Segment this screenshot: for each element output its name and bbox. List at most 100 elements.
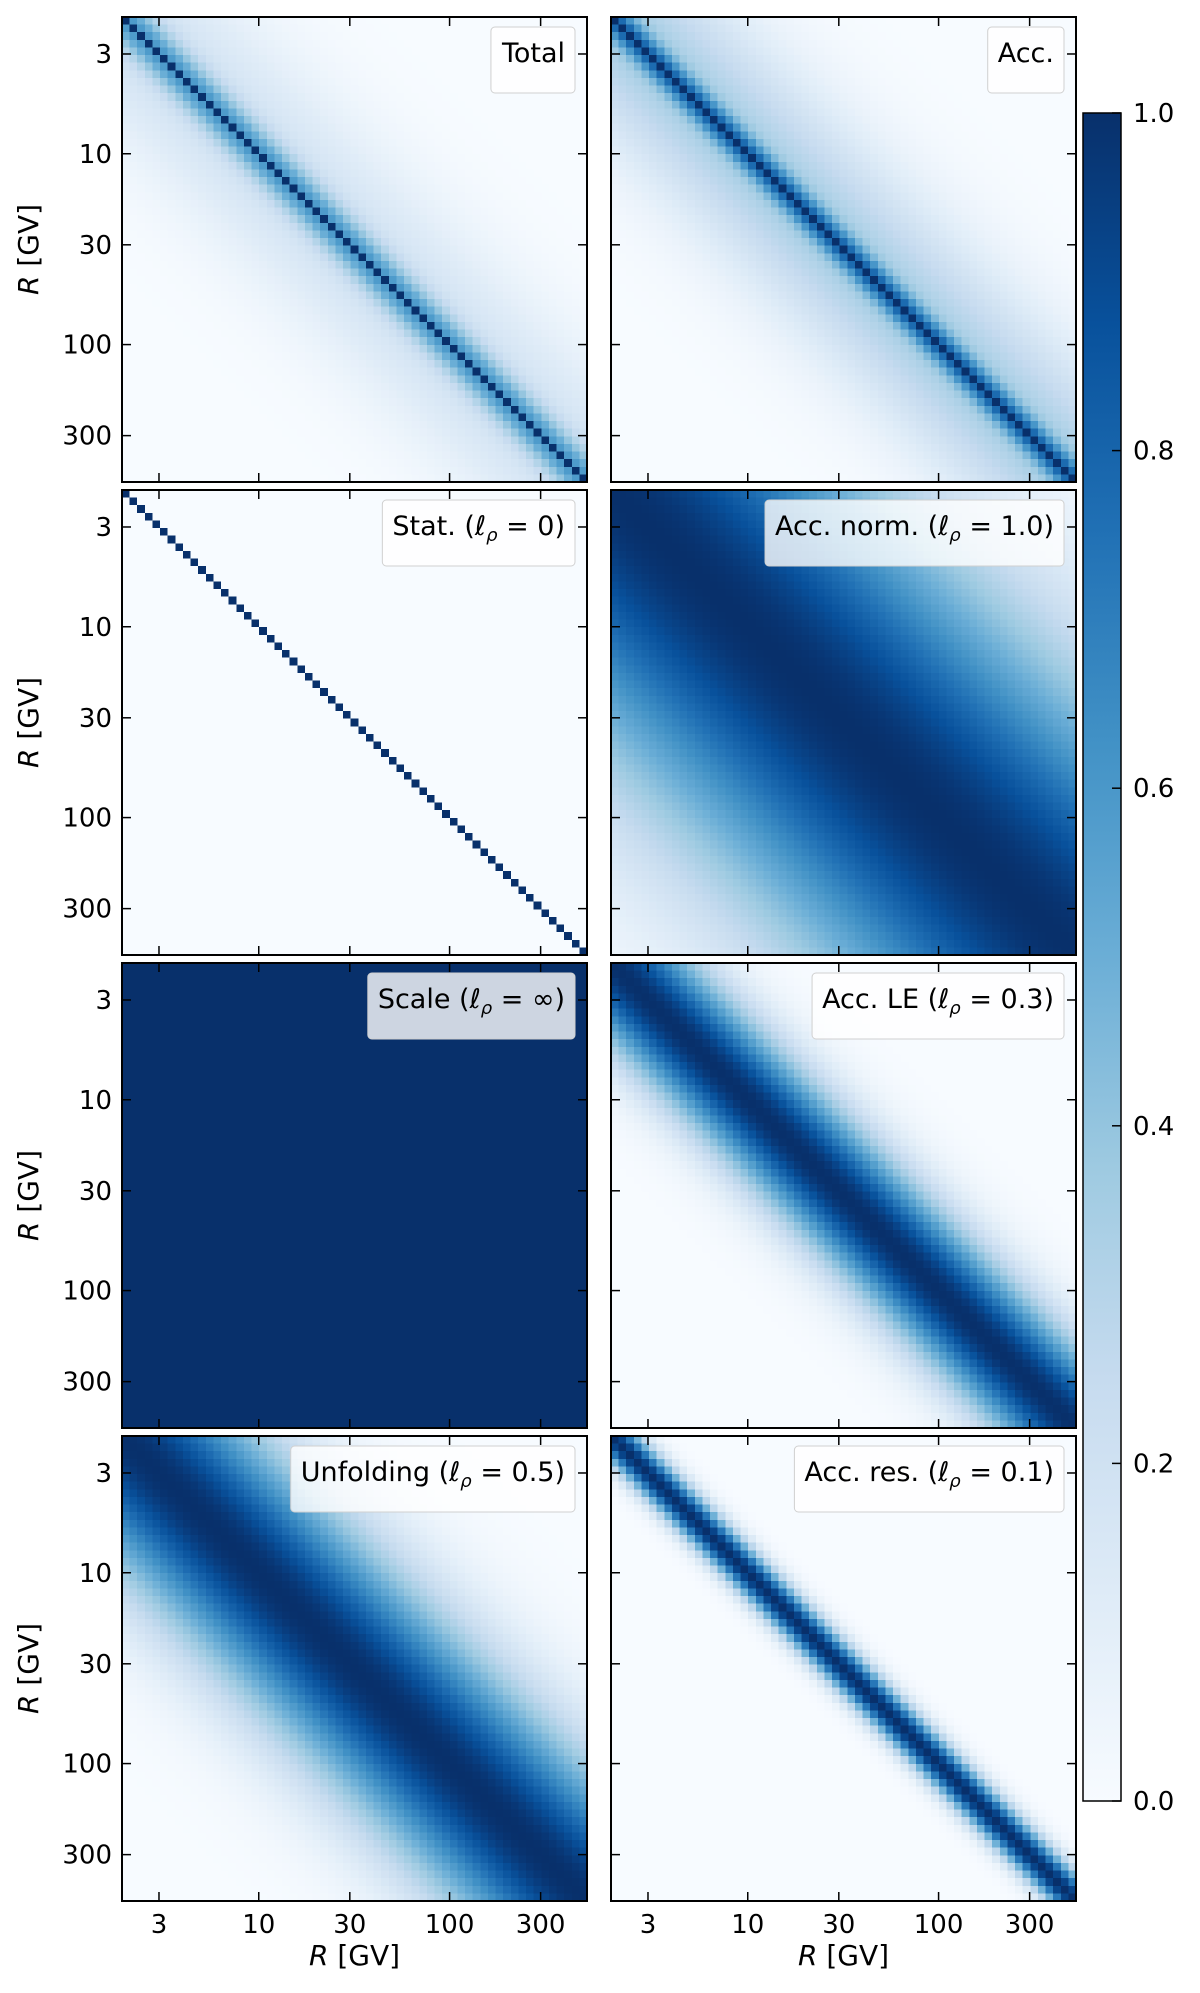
colorbar-tick-label: 1.0: [1133, 99, 1174, 129]
panel-legend: Stat. (ℓρ = 0): [381, 499, 576, 567]
panel-frame: [610, 16, 1077, 483]
x-tick-label: 30: [333, 1910, 366, 1940]
heatmap-panel-5: 3 10 30 100 300 R [GV] Scale (ℓρ = ∞): [12, 962, 588, 1429]
heatmap-panel-8: 3 10 30 100 300 R [GV] Acc. res. (ℓρ = 0.1): [610, 1435, 1077, 1972]
x-tick-label: 300: [1005, 1910, 1055, 1940]
legend-label: Total: [501, 38, 565, 69]
panel-legend: Total: [490, 26, 576, 94]
legend-label: Scale (ℓρ = ∞): [378, 984, 565, 1019]
panel-frame: [121, 16, 588, 483]
legend-box: [793, 1445, 1065, 1513]
panel-frame: [610, 962, 1077, 1429]
x-tick-label: 10: [731, 1910, 764, 1940]
panel-frame: [121, 962, 588, 1429]
heatmap-panel-3: 3 10 30 100 300 R [GV] Stat. (ℓρ = 0): [12, 489, 588, 956]
heatmap-panel-4: Acc. norm. (ℓρ = 1.0): [610, 489, 1077, 956]
panel-legend: Acc.: [987, 26, 1065, 94]
colorbar-tick-label: 0.4: [1133, 1112, 1174, 1142]
heatmap-panel-2: Acc.: [610, 16, 1077, 483]
legend-label: Acc. LE (ℓρ = 0.3): [822, 984, 1054, 1019]
panel-legend: Acc. res. (ℓρ = 0.1): [793, 1445, 1065, 1513]
x-tick-label: 100: [914, 1910, 964, 1940]
y-axis-var: R: [12, 1222, 45, 1241]
x-axis-unit: [GV]: [817, 1939, 889, 1972]
heatmap-cells: [122, 1436, 587, 1901]
panel-legend: Scale (ℓρ = ∞): [367, 972, 576, 1040]
y-axis-unit: [GV]: [12, 1150, 45, 1222]
y-tick-label: 3: [95, 40, 112, 70]
colorbar-tick-label: 0.8: [1133, 437, 1174, 467]
x-tick-label: 100: [425, 1910, 475, 1940]
colorbar-frame: [1082, 112, 1122, 1802]
x-axis-var: R: [309, 1939, 328, 1972]
y-tick-label: 10: [79, 1086, 112, 1116]
x-axis-label: R [GV]: [798, 1939, 889, 1972]
legend-label: Stat. (ℓρ = 0): [392, 511, 565, 546]
y-tick-label: 10: [79, 1559, 112, 1589]
y-tick-label: 3: [95, 1459, 112, 1489]
heatmap-cells: [122, 490, 587, 955]
legend-box: [367, 972, 576, 1040]
heatmap-panel-1: 3 10 30 100 300 R [GV] Total: [12, 16, 588, 483]
x-tick-label: 3: [151, 1910, 168, 1940]
y-axis-var: R: [12, 276, 45, 295]
heatmap-cells: [611, 17, 1076, 482]
heatmap-cells: [611, 490, 1076, 955]
y-tick-label: 300: [62, 422, 112, 452]
x-axis-var: R: [798, 1939, 817, 1972]
y-axis-label: R [GV]: [12, 1150, 45, 1241]
y-tick-label: 10: [79, 140, 112, 170]
heatmap-cells: [611, 1436, 1076, 1901]
y-tick-label: 300: [62, 895, 112, 925]
colorbar-tick-label: 0.6: [1133, 774, 1174, 804]
panel-legend: Unfolding (ℓρ = 0.5): [290, 1445, 576, 1513]
y-tick-label: 30: [79, 704, 112, 734]
legend-box: [764, 499, 1065, 567]
legend-label: Acc.: [998, 38, 1054, 69]
colorbar-tick-label: 0.2: [1133, 1449, 1174, 1479]
y-axis-unit: [GV]: [12, 677, 45, 749]
panel-legend: Acc. LE (ℓρ = 0.3): [811, 972, 1065, 1040]
colorbar-gradient: [1083, 113, 1121, 1801]
y-tick-label: 100: [62, 1277, 112, 1307]
y-axis-var: R: [12, 749, 45, 768]
colorbar-tick-label: 0.0: [1133, 1787, 1174, 1817]
panel-frame: [610, 489, 1077, 956]
heatmap-cells: [611, 963, 1076, 1428]
y-tick-label: 30: [79, 1650, 112, 1680]
heatmap-cells: [122, 17, 587, 482]
x-tick-label: 3: [640, 1910, 657, 1940]
colorbar: 0.0 0.2 0.4 0.6 0.8 1.0: [1082, 99, 1174, 1817]
y-tick-label: 300: [62, 1841, 112, 1871]
legend-label: Unfolding (ℓρ = 0.5): [301, 1457, 565, 1492]
y-axis-unit: [GV]: [12, 204, 45, 276]
x-axis-label: R [GV]: [309, 1939, 400, 1972]
panel-frame: [610, 1435, 1077, 1902]
y-tick-label: 3: [95, 986, 112, 1016]
y-tick-label: 100: [62, 804, 112, 834]
panel-frame: [121, 489, 588, 956]
y-tick-label: 100: [62, 331, 112, 361]
x-tick-label: 300: [516, 1910, 566, 1940]
y-axis-label: R [GV]: [12, 204, 45, 295]
panel-frame: [121, 1435, 588, 1902]
y-axis-label: R [GV]: [12, 1623, 45, 1714]
y-tick-label: 10: [79, 613, 112, 643]
panel-legend: Acc. norm. (ℓρ = 1.0): [764, 499, 1065, 567]
y-tick-label: 3: [95, 513, 112, 543]
y-axis-var: R: [12, 1695, 45, 1714]
panels: 3 10 30 100 300 R [GV] Total Acc. 3 10 30 100 300 R […: [12, 16, 1077, 1972]
legend-box: [290, 1445, 576, 1513]
x-axis-unit: [GV]: [328, 1939, 400, 1972]
heatmap-cells: [122, 963, 587, 1428]
y-axis-unit: [GV]: [12, 1623, 45, 1695]
legend-label: Acc. res. (ℓρ = 0.1): [804, 1457, 1054, 1492]
heatmap-panel-6: Acc. LE (ℓρ = 0.3): [610, 962, 1077, 1429]
legend-box: [987, 26, 1065, 94]
legend-box: [811, 972, 1065, 1040]
y-tick-label: 30: [79, 231, 112, 261]
x-tick-label: 10: [242, 1910, 275, 1940]
y-tick-label: 300: [62, 1368, 112, 1398]
